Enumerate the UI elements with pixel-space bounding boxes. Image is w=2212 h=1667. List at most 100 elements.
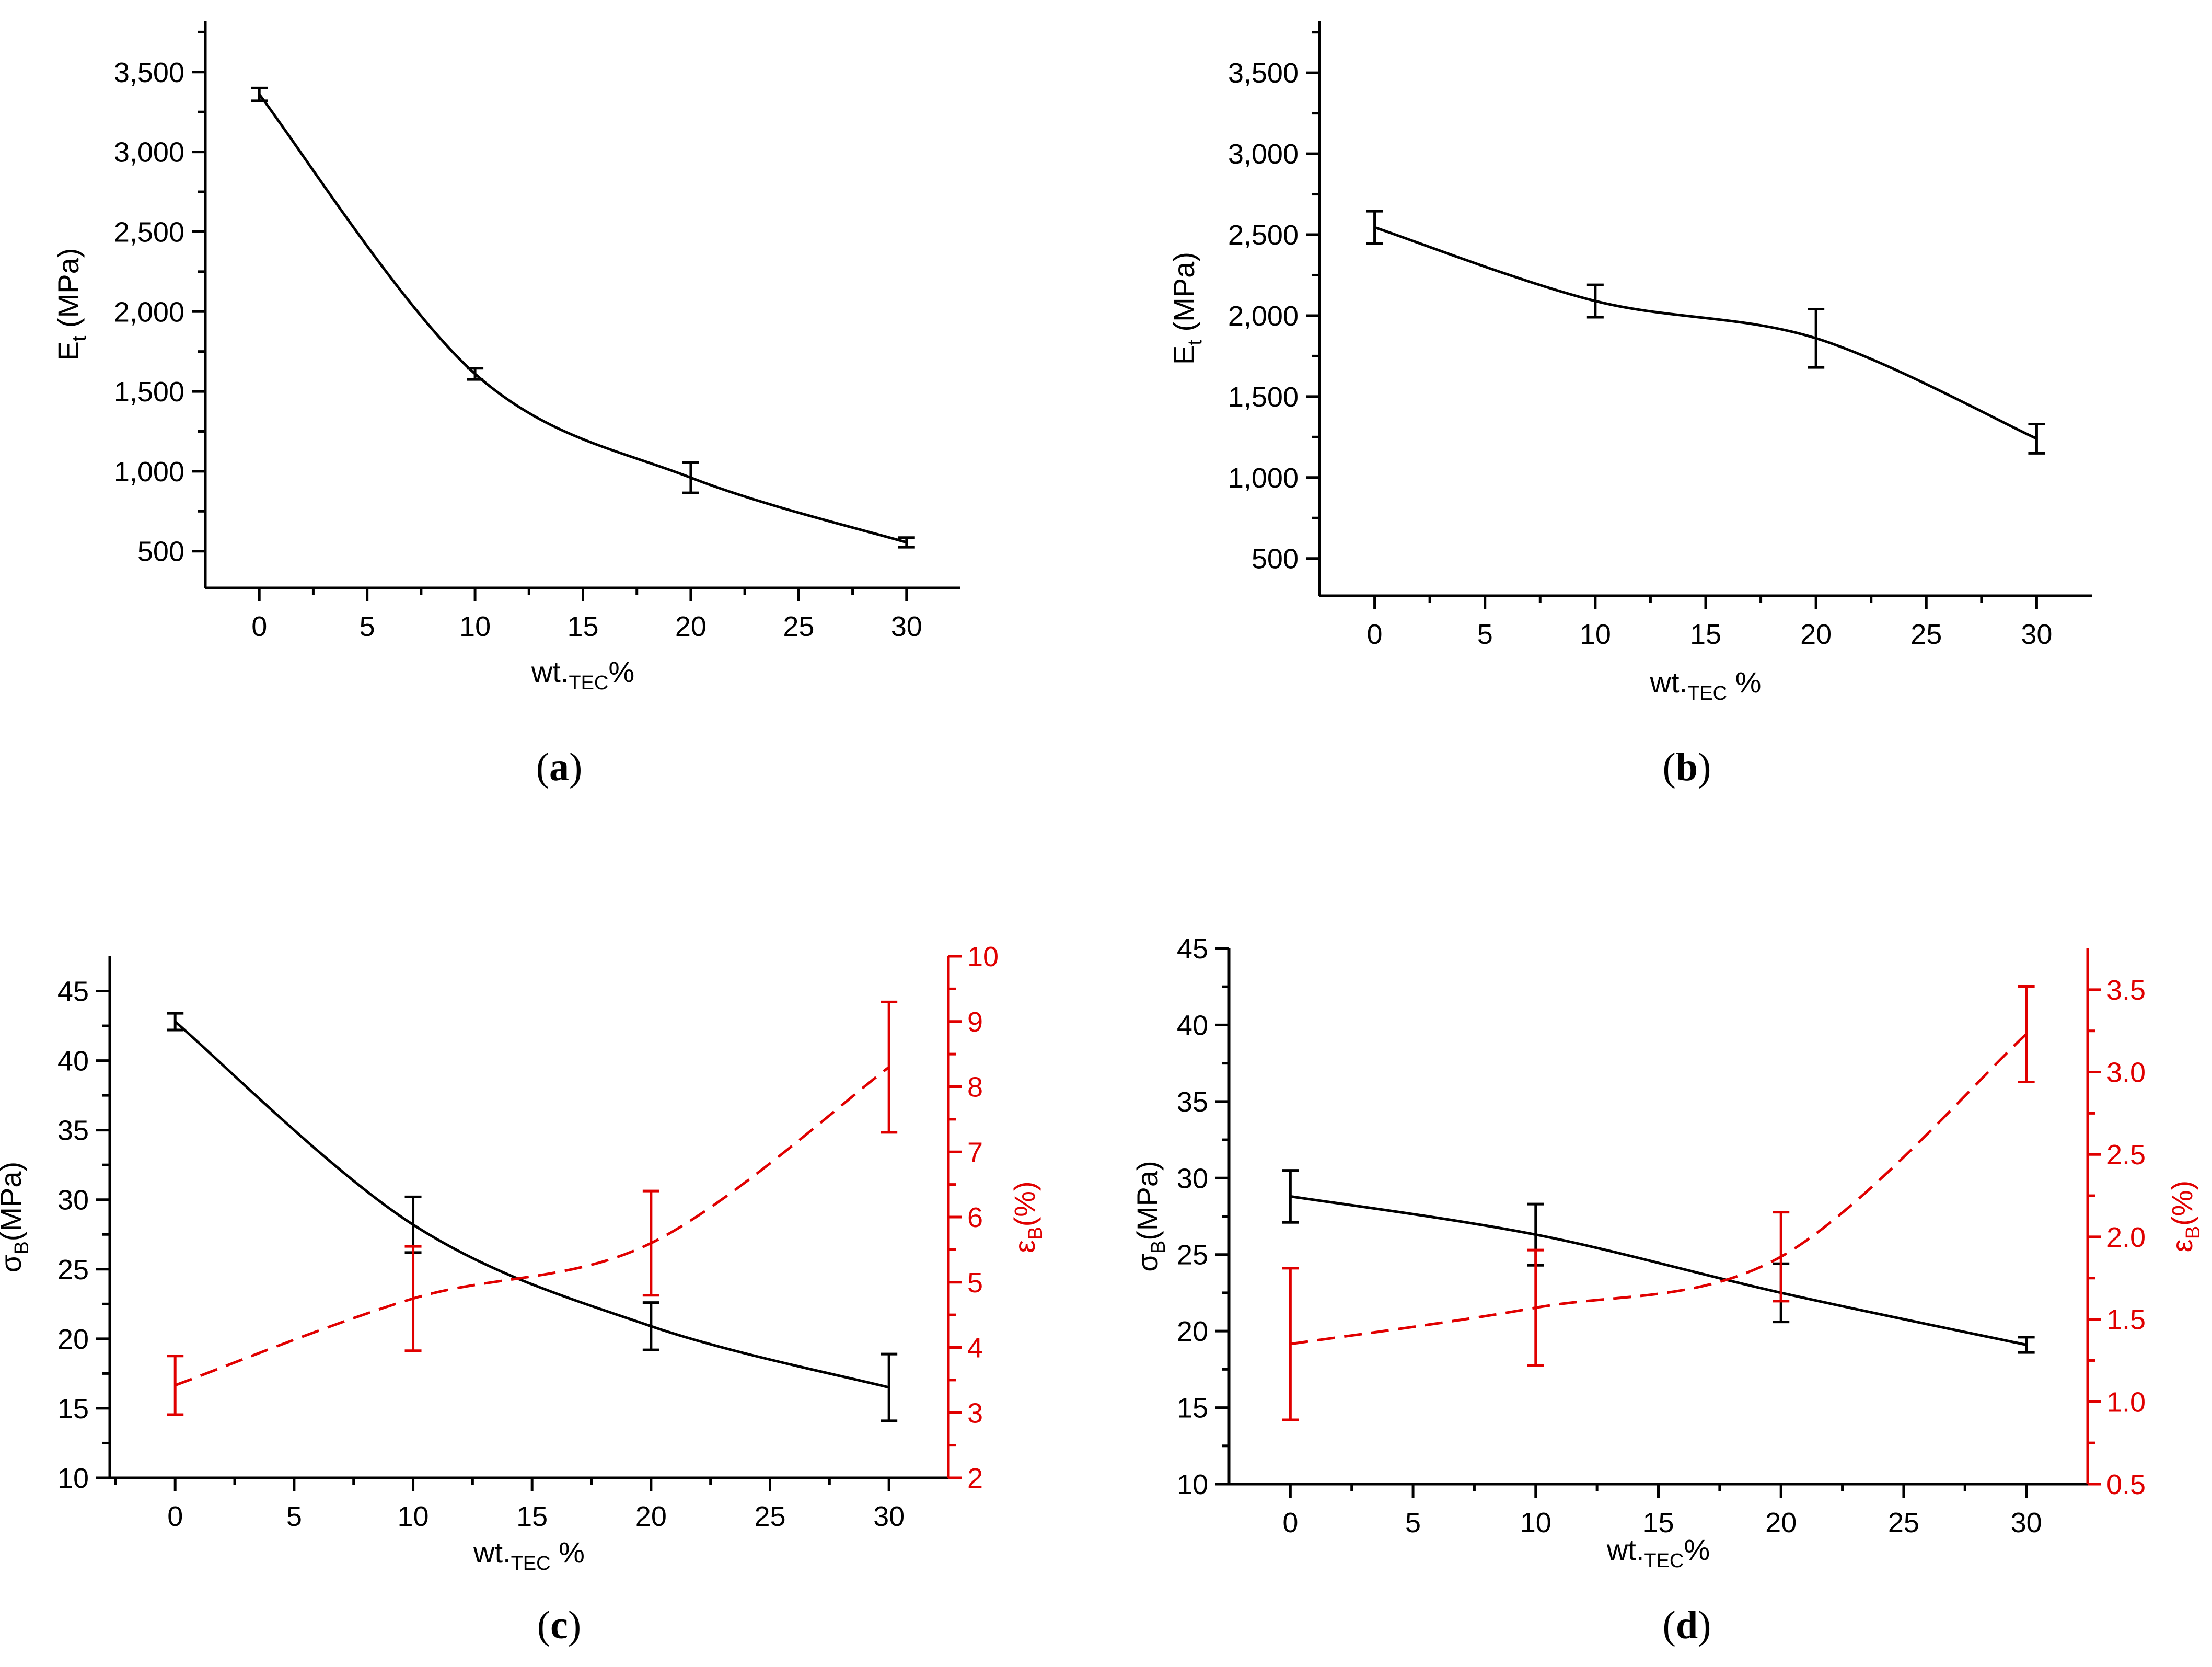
y-tick-label: 2,500 xyxy=(1228,219,1299,251)
x-axis-title: wt.TEC% xyxy=(1606,1533,1710,1572)
y-tick-label: 500 xyxy=(137,536,184,568)
x-axis-title-main: wt. xyxy=(473,1536,511,1569)
panel-caption: (b) xyxy=(1663,745,1711,789)
y-axis-title-rest: (MPa) xyxy=(52,248,85,336)
error-bar xyxy=(881,1352,898,1422)
caption-letter: a xyxy=(549,745,569,789)
caption-close-paren: ) xyxy=(568,1603,581,1647)
y-tick-label: 40 xyxy=(1177,1010,1208,1041)
error-bar xyxy=(467,367,484,381)
y-axis-title-main: E xyxy=(1167,345,1200,365)
y2-axis-title-sub: B xyxy=(1025,1226,1047,1240)
error-bar xyxy=(167,1355,184,1416)
x-axis-title-sub: TEC xyxy=(1644,1550,1684,1572)
error-bar xyxy=(1808,308,1825,369)
y-axis-title-sub: t xyxy=(1184,340,1206,345)
x-axis-title: wt.TEC % xyxy=(1650,666,1762,704)
x-axis-title-sub: TEC xyxy=(569,672,608,694)
x-tick-label: 10 xyxy=(1580,619,1611,650)
y2-tick-label: 3 xyxy=(967,1397,983,1429)
y-axis-title: σB(MPa) xyxy=(1131,1161,1169,1271)
x-axis-title-rest: % xyxy=(1727,666,1761,699)
x-axis-title-rest: % xyxy=(608,655,634,688)
error-bar xyxy=(881,1000,898,1134)
y-tick-label: 3,500 xyxy=(1228,57,1299,89)
caption-open-paren: ( xyxy=(536,745,549,789)
error-bar xyxy=(682,461,699,494)
y-axis-title: σB(MPa) xyxy=(0,1162,33,1272)
x-axis-title-sub: TEC xyxy=(1687,682,1727,704)
y2-tick-label: 4 xyxy=(967,1333,983,1364)
x-tick-label: 25 xyxy=(1910,619,1942,650)
error-bar xyxy=(1366,210,1383,245)
x-tick-label: 5 xyxy=(1477,619,1493,650)
y-tick-label: 15 xyxy=(1177,1393,1208,1424)
panel-caption: (c) xyxy=(537,1603,581,1647)
error-bar xyxy=(642,1301,659,1351)
y-tick-label: 1,500 xyxy=(114,376,184,408)
error-bar xyxy=(1773,1211,1790,1303)
panel-caption: (a) xyxy=(536,745,583,789)
y2-tick-label: 2 xyxy=(967,1463,983,1494)
x-tick-label: 15 xyxy=(1642,1507,1674,1538)
x-tick-label: 10 xyxy=(1520,1507,1551,1538)
y-tick-label: 35 xyxy=(57,1115,89,1147)
x-tick-label: 20 xyxy=(1800,619,1832,650)
caption-open-paren: ( xyxy=(1663,745,1676,789)
series-line-left xyxy=(1290,1195,2027,1346)
x-tick-label: 30 xyxy=(2011,1507,2042,1538)
series-line-epsilon-b xyxy=(175,1066,890,1387)
y2-tick-label: 7 xyxy=(967,1137,983,1168)
x-tick-label: 15 xyxy=(567,611,598,642)
x-tick-label: 0 xyxy=(251,611,267,642)
y-tick-label: 10 xyxy=(57,1463,89,1494)
error-bar xyxy=(2028,423,2045,455)
caption-close-paren: ) xyxy=(1698,745,1711,789)
y-tick-label: 15 xyxy=(57,1393,89,1425)
y-tick-label: 30 xyxy=(57,1185,89,1216)
series-line-left xyxy=(1374,226,2037,440)
y-tick-label: 25 xyxy=(1177,1240,1208,1271)
x-tick-label: 20 xyxy=(635,1501,667,1532)
y-tick-label: 2,500 xyxy=(114,216,184,248)
caption-close-paren: ) xyxy=(569,745,582,789)
x-tick-label: 25 xyxy=(754,1501,785,1532)
x-axis-title-main: wt. xyxy=(1606,1533,1644,1566)
x-tick-label: 5 xyxy=(286,1501,302,1532)
y-axis-title-rest: (MPa) xyxy=(0,1162,27,1241)
series-line-epsilon-b xyxy=(1290,1033,2028,1346)
y2-tick-label: 9 xyxy=(967,1006,983,1038)
y2-tick-label: 1.5 xyxy=(2106,1304,2146,1336)
x-tick-label: 30 xyxy=(873,1501,905,1532)
error-bar xyxy=(1282,1169,1299,1224)
error-bar xyxy=(898,536,915,549)
y-tick-label: 3,500 xyxy=(114,57,184,88)
y-tick-label: 30 xyxy=(1177,1163,1208,1194)
y-axis-title-sub: t xyxy=(68,335,90,341)
y2-tick-label: 0.5 xyxy=(2106,1469,2146,1500)
y-tick-label: 10 xyxy=(1177,1469,1208,1500)
panel-b: 0 5 10 15 20 25 30 500 1,000 1,500 2,000 2,500 3,000… xyxy=(1167,21,2092,789)
y2-axis-title-rest: (%) xyxy=(2165,1180,2198,1226)
y-tick-label: 25 xyxy=(57,1254,89,1286)
x-tick-label: 10 xyxy=(397,1501,428,1532)
x-tick-label: 20 xyxy=(675,611,707,642)
error-bar xyxy=(1282,1267,1299,1421)
x-tick-label: 25 xyxy=(783,611,814,642)
x-axis-title-sub: TEC xyxy=(511,1553,551,1575)
x-axis-title-main: wt. xyxy=(1650,666,1688,699)
y-axis-title-main: σ xyxy=(1131,1254,1164,1272)
error-bar xyxy=(2018,1336,2035,1354)
x-tick-label: 15 xyxy=(516,1501,548,1532)
caption-open-paren: ( xyxy=(537,1603,550,1647)
y2-axis-title-main: ε xyxy=(2165,1239,2198,1252)
error-bar xyxy=(404,1245,422,1352)
error-bar xyxy=(1586,283,1604,319)
x-tick-label: 0 xyxy=(1282,1507,1298,1538)
y2-axis-title-sub: B xyxy=(2182,1226,2204,1239)
y-axis-title: Et (MPa) xyxy=(1167,252,1206,365)
x-tick-label: 0 xyxy=(167,1501,183,1532)
y2-tick-label: 1.0 xyxy=(2106,1386,2146,1418)
x-tick-label: 10 xyxy=(459,611,491,642)
